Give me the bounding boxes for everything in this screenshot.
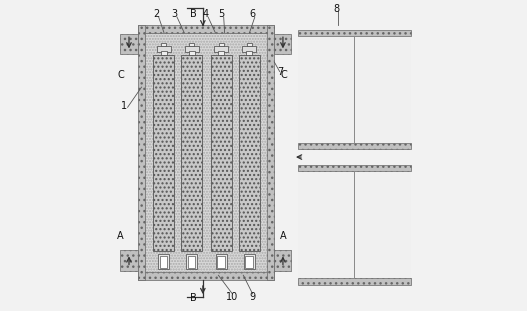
Bar: [216, 254, 227, 269]
Bar: [121, 250, 138, 271]
Text: B: B: [190, 293, 197, 303]
Bar: [188, 256, 196, 268]
Text: 4: 4: [203, 9, 209, 19]
Bar: [267, 25, 275, 280]
Bar: [185, 46, 199, 52]
Bar: [218, 51, 225, 55]
Bar: [160, 256, 168, 268]
Bar: [219, 43, 223, 46]
Bar: [246, 51, 252, 55]
Bar: [121, 34, 138, 54]
Bar: [138, 272, 275, 280]
Bar: [246, 256, 253, 268]
Bar: [298, 165, 411, 171]
Bar: [181, 55, 202, 251]
Bar: [145, 33, 267, 272]
Text: C: C: [280, 70, 287, 80]
Bar: [275, 34, 291, 54]
Text: 5: 5: [218, 9, 225, 19]
Bar: [242, 46, 256, 52]
Bar: [239, 55, 260, 251]
Bar: [211, 55, 232, 251]
Bar: [275, 250, 291, 271]
Text: 1: 1: [121, 101, 128, 111]
Bar: [298, 278, 411, 285]
Text: C: C: [117, 70, 124, 80]
Bar: [214, 46, 228, 52]
Text: 8: 8: [334, 4, 339, 14]
Text: 2: 2: [153, 9, 159, 19]
Bar: [138, 25, 275, 33]
Text: 6: 6: [250, 9, 256, 19]
Bar: [298, 143, 411, 149]
Text: A: A: [117, 231, 124, 241]
Bar: [161, 43, 166, 46]
Bar: [157, 46, 171, 52]
Text: A: A: [280, 231, 287, 241]
Text: 3: 3: [172, 9, 178, 19]
Bar: [186, 254, 197, 269]
Bar: [298, 30, 411, 36]
Bar: [189, 51, 195, 55]
Bar: [138, 25, 145, 280]
Text: 9: 9: [250, 292, 256, 302]
Bar: [298, 36, 411, 143]
Bar: [218, 256, 225, 268]
Bar: [161, 51, 167, 55]
Bar: [189, 43, 194, 46]
Bar: [247, 43, 252, 46]
Text: 10: 10: [226, 292, 239, 302]
Text: 7: 7: [278, 67, 284, 77]
Bar: [153, 55, 174, 251]
Bar: [158, 254, 169, 269]
Text: B: B: [190, 9, 197, 19]
Bar: [243, 254, 255, 269]
Bar: [298, 171, 411, 278]
